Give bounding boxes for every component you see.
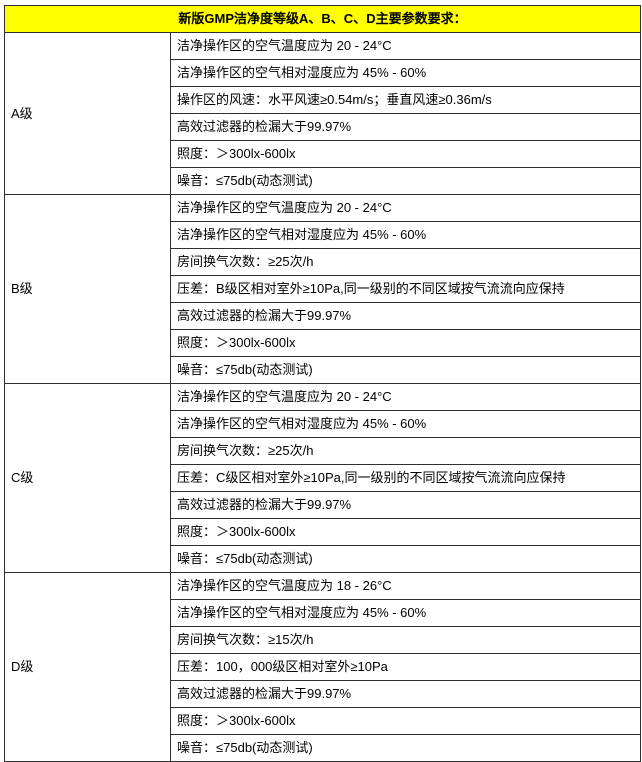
param-cell: 噪音：≤75db(动态测试) <box>169 167 642 195</box>
table-title-row: 新版GMP洁净度等级A、B、C、D主要参数要求： <box>3 5 642 33</box>
param-cell: 洁净操作区的空气相对湿度应为 45% - 60% <box>169 221 642 249</box>
grade-label-d: D级 <box>4 572 171 762</box>
param-cell: 房间换气次数：≥25次/h <box>169 248 642 276</box>
grade-label-b: B级 <box>4 194 171 384</box>
table-row: 照度：＞300lx-600lx <box>5 518 642 546</box>
table-row: 噪音：≤75db(动态测试) <box>5 167 642 195</box>
param-cell: 洁净操作区的空气相对湿度应为 45% - 60% <box>169 410 642 438</box>
table-row: 噪音：≤75db(动态测试) <box>5 545 642 573</box>
table-row: B级 洁净操作区的空气温度应为 20 - 24°C <box>4 194 642 384</box>
table-row: 噪音：≤75db(动态测试) <box>5 356 642 384</box>
param-cell: 照度：＞300lx-600lx <box>169 707 642 735</box>
grade-label-a: A级 <box>4 32 171 195</box>
table-row: 照度：＞300lx-600lx <box>5 140 642 168</box>
gmp-cleanroom-parameters-table: 新版GMP洁净度等级A、B、C、D主要参数要求： A级 洁净操作区的空气温度应为… <box>3 5 642 762</box>
param-cell: 洁净操作区的空气温度应为 20 - 24°C <box>169 32 642 60</box>
param-cell: 压差：C级区相对室外≥10Pa,同一级别的不同区域按气流流向应保持 <box>169 464 642 492</box>
table-row: 高效过滤器的检漏大于99.97% <box>5 302 642 330</box>
param-cell: 洁净操作区的空气相对湿度应为 45% - 60% <box>169 599 642 627</box>
param-cell: 压差：100，000级区相对室外≥10Pa <box>169 653 642 681</box>
param-cell: 高效过滤器的检漏大于99.97% <box>169 113 642 141</box>
table-row: 高效过滤器的检漏大于99.97% <box>5 491 642 519</box>
param-cell: 洁净操作区的空气温度应为 20 - 24°C <box>169 194 642 222</box>
param-cell: 洁净操作区的空气温度应为 20 - 24°C <box>169 383 642 411</box>
table-row: A级 洁净操作区的空气温度应为 20 - 24°C <box>4 32 642 195</box>
param-cell: 洁净操作区的空气相对湿度应为 45% - 60% <box>169 59 642 87</box>
param-cell: 噪音：≤75db(动态测试) <box>169 734 642 762</box>
param-cell: 房间换气次数：≥25次/h <box>169 437 642 465</box>
table-body: 新版GMP洁净度等级A、B、C、D主要参数要求： A级 洁净操作区的空气温度应为… <box>3 5 642 762</box>
param-cell: 噪音：≤75db(动态测试) <box>169 545 642 573</box>
param-cell: 高效过滤器的检漏大于99.97% <box>169 680 642 708</box>
document-sheet: 新版GMP洁净度等级A、B、C、D主要参数要求： A级 洁净操作区的空气温度应为… <box>3 5 642 762</box>
table-row: 洁净操作区的空气相对湿度应为 45% - 60% <box>5 410 642 438</box>
table-row: C级 洁净操作区的空气温度应为 20 - 24°C <box>4 383 642 573</box>
table-row: 洁净操作区的空气相对湿度应为 45% - 60% <box>5 59 642 87</box>
param-cell: 压差：B级区相对室外≥10Pa,同一级别的不同区域按气流流向应保持 <box>169 275 642 303</box>
param-cell: 照度：＞300lx-600lx <box>169 518 642 546</box>
param-cell: 操作区的风速：水平风速≥0.54m/s；垂直风速≥0.36m/s <box>169 86 642 114</box>
param-cell: 房间换气次数：≥15次/h <box>169 626 642 654</box>
table-row: 照度：＞300lx-600lx <box>5 329 642 357</box>
param-cell: 高效过滤器的检漏大于99.97% <box>169 302 642 330</box>
grade-label-c: C级 <box>4 383 171 573</box>
table-row: 压差：C级区相对室外≥10Pa,同一级别的不同区域按气流流向应保持 <box>5 464 642 492</box>
param-cell: 照度：＞300lx-600lx <box>169 140 642 168</box>
param-cell: 噪音：≤75db(动态测试) <box>169 356 642 384</box>
table-row: 操作区的风速：水平风速≥0.54m/s；垂直风速≥0.36m/s <box>5 86 642 114</box>
param-cell: 洁净操作区的空气温度应为 18 - 26°C <box>169 572 642 600</box>
table-title: 新版GMP洁净度等级A、B、C、D主要参数要求： <box>3 5 642 33</box>
table-row: 压差：B级区相对室外≥10Pa,同一级别的不同区域按气流流向应保持 <box>5 275 642 303</box>
table-row: D级 洁净操作区的空气温度应为 18 - 26°C <box>4 572 642 762</box>
table-row: 房间换气次数：≥25次/h <box>5 437 642 465</box>
param-cell: 高效过滤器的检漏大于99.97% <box>169 491 642 519</box>
param-cell: 照度：＞300lx-600lx <box>169 329 642 357</box>
table-row: 洁净操作区的空气相对湿度应为 45% - 60% <box>5 221 642 249</box>
table-row: 房间换气次数：≥25次/h <box>5 248 642 276</box>
